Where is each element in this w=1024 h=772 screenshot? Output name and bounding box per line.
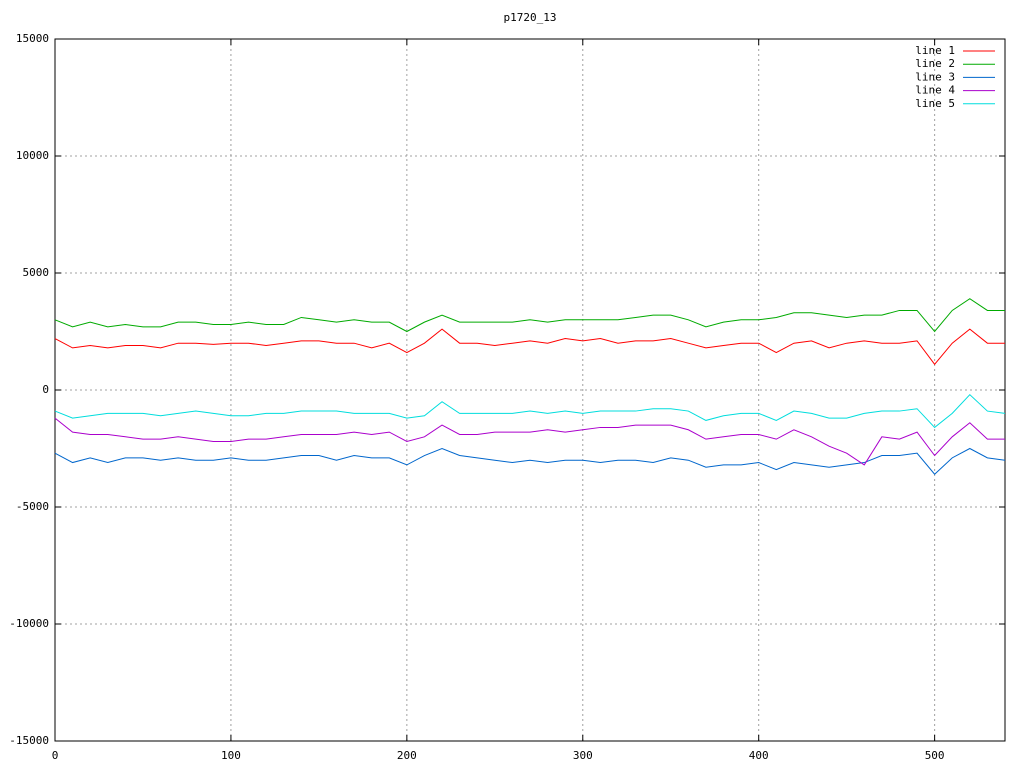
y-tick-label: 0 bbox=[42, 383, 49, 396]
series-line bbox=[54, 328, 1005, 366]
legend-label: line 2 bbox=[915, 57, 955, 70]
chart-title: p1720_13 bbox=[504, 11, 557, 24]
y-tick-label: -5000 bbox=[16, 500, 49, 513]
plot-frame bbox=[54, 38, 1006, 742]
x-tick-label: 0 bbox=[52, 749, 59, 762]
x-tick-label: 100 bbox=[221, 749, 241, 762]
x-tick-label: 500 bbox=[925, 749, 945, 762]
y-tick-label: 15000 bbox=[16, 32, 49, 45]
x-tick-label: 200 bbox=[397, 749, 417, 762]
series-line bbox=[54, 393, 1006, 429]
legend-label: line 4 bbox=[915, 84, 955, 97]
series-line bbox=[54, 417, 1005, 466]
y-tick-label: 5000 bbox=[23, 266, 50, 279]
series-line bbox=[54, 447, 1006, 475]
legend-label: line 5 bbox=[915, 97, 955, 110]
y-tick-label: 10000 bbox=[16, 149, 49, 162]
x-tick-label: 400 bbox=[749, 749, 769, 762]
legend-label: line 3 bbox=[915, 70, 955, 83]
legend-label: line 1 bbox=[915, 44, 955, 57]
series-line bbox=[54, 298, 1005, 333]
y-tick-label: -10000 bbox=[9, 617, 49, 630]
y-tick-label: -15000 bbox=[9, 734, 49, 747]
x-tick-label: 300 bbox=[573, 749, 593, 762]
